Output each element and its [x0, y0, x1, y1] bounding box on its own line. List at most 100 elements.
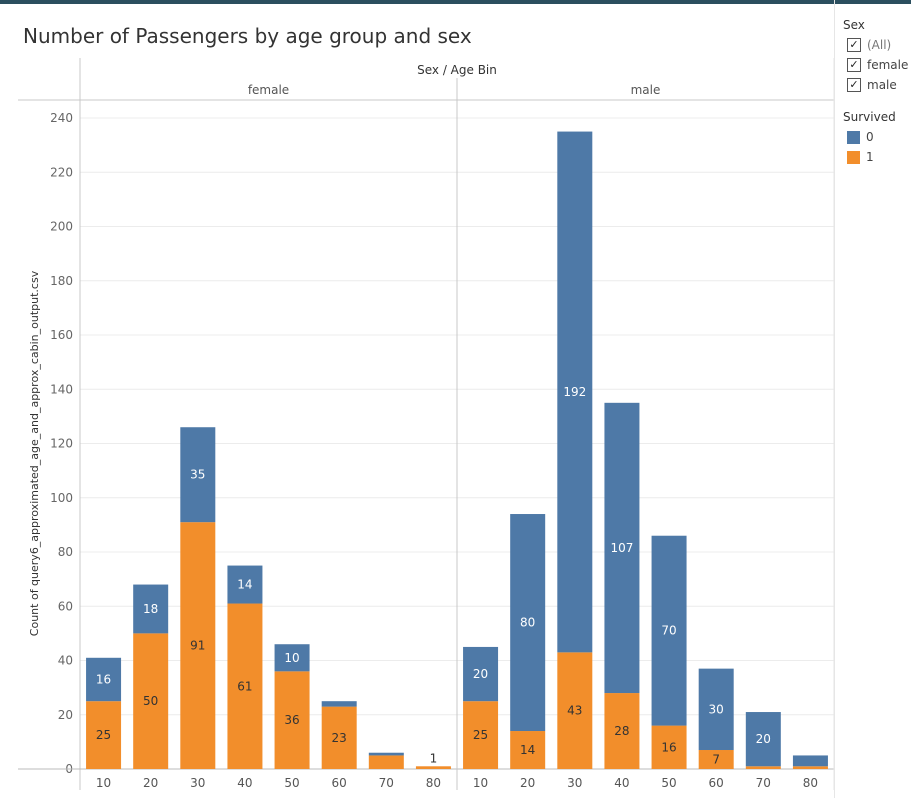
sex-filter-option[interactable]: ✓ female	[843, 55, 908, 75]
bar-value-label: 23	[332, 731, 347, 745]
survived-legend: Survived 0 1	[843, 110, 896, 167]
y-tick-label: 120	[50, 437, 73, 451]
bar-segment-survived-1	[604, 693, 640, 769]
chart-canvas: Sex / Age Bin020406080100120140160180200…	[18, 58, 834, 790]
sex-filter-label: male	[867, 78, 897, 92]
bar-segment-survived-0	[368, 752, 404, 756]
bar-segment-survived-1	[321, 706, 357, 769]
x-tick-label: 70	[756, 776, 771, 790]
checkbox-icon[interactable]: ✓	[847, 78, 861, 92]
survived-legend-title: Survived	[843, 110, 896, 124]
sex-filter-title: Sex	[843, 18, 865, 32]
bar-segment-survived-0	[133, 584, 169, 634]
chart-title: Number of Passengers by age group and se…	[23, 24, 472, 48]
bar-value-label: 192	[563, 385, 586, 399]
bar-value-label: 7	[712, 753, 720, 767]
x-tick-label: 60	[709, 776, 724, 790]
bar-segment-survived-1	[510, 731, 546, 769]
bar-segment-survived-0	[86, 657, 122, 702]
bar-segment-survived-1	[274, 671, 310, 769]
survived-legend-item[interactable]: 1	[843, 147, 896, 167]
x-tick-label: 80	[426, 776, 441, 790]
top-accent-bar	[0, 0, 911, 4]
bar-segment-survived-0	[510, 514, 546, 732]
bar-value-label: 25	[96, 728, 111, 742]
x-tick-label: 60	[332, 776, 347, 790]
checkbox-icon[interactable]: ✓	[847, 38, 861, 52]
bar-value-label: 80	[520, 616, 535, 630]
bar-segment-survived-0	[745, 712, 781, 767]
sex-filter-label: female	[867, 58, 909, 72]
bar-value-label: 43	[567, 704, 582, 718]
x-tick-label: 80	[803, 776, 818, 790]
bar-segment-survived-1	[792, 766, 828, 769]
bar-value-label: 14	[520, 743, 535, 757]
legend-swatch	[847, 150, 860, 164]
bar-segment-survived-0	[604, 402, 640, 694]
bar-value-label: 50	[143, 694, 158, 708]
column-header-label: Sex / Age Bin	[417, 63, 497, 77]
panel-header-female: female	[248, 83, 289, 97]
bar-value-label: 35	[190, 468, 205, 482]
bar-segment-survived-0	[698, 668, 734, 751]
checkbox-icon[interactable]: ✓	[847, 58, 861, 72]
legend-swatch	[847, 130, 860, 144]
bar-segment-survived-0	[227, 565, 263, 604]
bar-value-label: 18	[143, 602, 158, 616]
bar-segment-survived-0	[463, 646, 499, 702]
bar-segment-survived-1	[180, 522, 216, 769]
bar-value-label: 10	[284, 651, 299, 665]
y-tick-label: 100	[50, 491, 73, 505]
bar-value-label: 25	[473, 728, 488, 742]
y-tick-label: 160	[50, 328, 73, 342]
y-tick-label: 40	[58, 654, 73, 668]
y-tick-label: 60	[58, 599, 73, 613]
bar-value-label: 1	[430, 751, 438, 765]
x-tick-label: 50	[284, 776, 299, 790]
x-tick-label: 30	[567, 776, 582, 790]
x-tick-label: 30	[190, 776, 205, 790]
sex-filter-option[interactable]: ✓ male	[843, 75, 908, 95]
x-tick-label: 50	[661, 776, 676, 790]
bar-segment-survived-0	[274, 644, 310, 672]
bar-segment-survived-1	[557, 652, 593, 769]
bar-segment-survived-1	[651, 725, 687, 769]
y-tick-label: 180	[50, 274, 73, 288]
bar-segment-survived-1	[227, 603, 263, 769]
sex-filter-option[interactable]: ✓ (All)	[843, 35, 908, 55]
x-tick-label: 10	[473, 776, 488, 790]
bar-value-label: 20	[756, 732, 771, 746]
x-tick-label: 70	[379, 776, 394, 790]
bar-segment-survived-1	[133, 633, 169, 769]
survived-legend-item[interactable]: 0	[843, 127, 896, 147]
bar-value-label: 16	[96, 672, 111, 686]
bar-value-label: 28	[614, 724, 629, 738]
panel-header-male: male	[631, 83, 661, 97]
y-tick-label: 200	[50, 220, 73, 234]
bar-segment-survived-1	[368, 755, 404, 769]
bar-segment-survived-0	[180, 427, 216, 523]
x-tick-label: 40	[614, 776, 629, 790]
bar-segment-survived-0	[321, 701, 357, 707]
legend-separator	[834, 0, 835, 798]
bar-segment-survived-0	[557, 131, 593, 653]
bar-segment-survived-0	[792, 755, 828, 767]
legend-label: 1	[866, 150, 874, 164]
bar-value-label: 91	[190, 639, 205, 653]
bar-segment-survived-1	[463, 701, 499, 769]
y-axis-title: Count of query6_approximated_age_and_app…	[28, 270, 41, 636]
bar-segment-survived-0	[651, 535, 687, 726]
bar-value-label: 107	[610, 541, 633, 555]
legend-label: 0	[866, 130, 874, 144]
y-tick-label: 220	[50, 165, 73, 179]
bar-value-label: 30	[709, 702, 724, 716]
bar-value-label: 61	[237, 679, 252, 693]
x-tick-label: 10	[96, 776, 111, 790]
bar-segment-survived-1	[745, 766, 781, 769]
bar-value-label: 14	[237, 578, 252, 592]
bar-value-label: 36	[284, 713, 299, 727]
bar-value-label: 20	[473, 667, 488, 681]
x-tick-label: 20	[520, 776, 535, 790]
bar-value-label: 70	[661, 624, 676, 638]
y-tick-label: 140	[50, 382, 73, 396]
